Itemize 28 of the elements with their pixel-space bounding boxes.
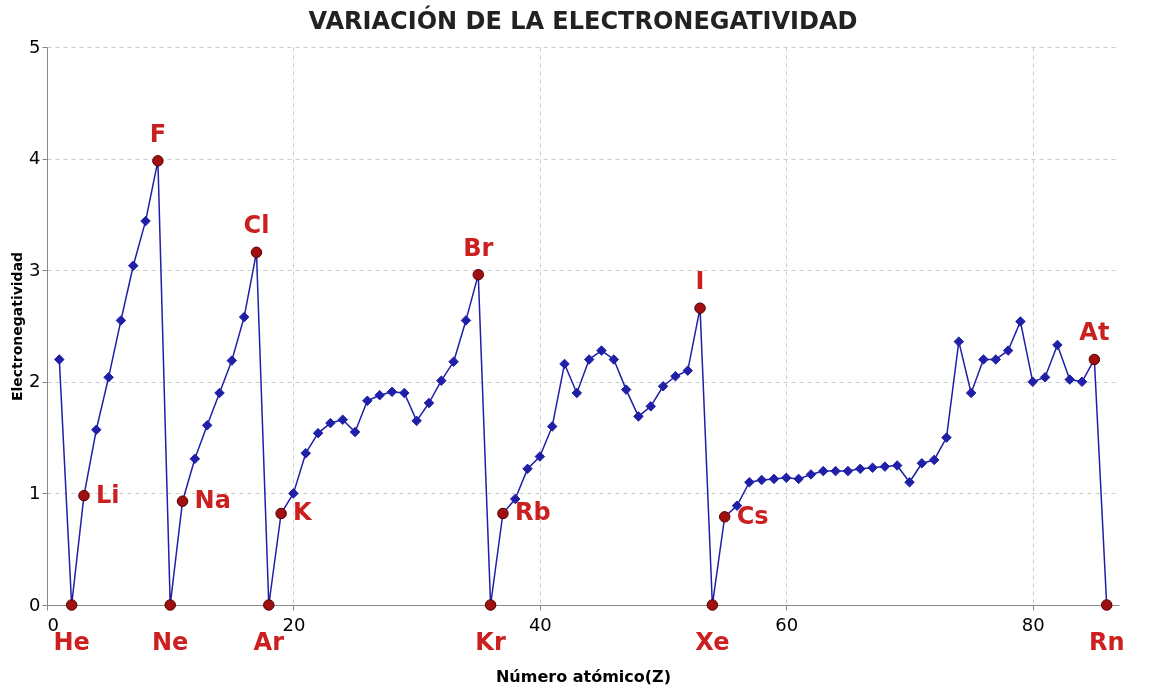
annotation: Cs	[736, 501, 769, 530]
y-tick-label: 4	[29, 147, 41, 169]
y-axis-title: Electronegatividad	[9, 251, 26, 402]
y-tick-label: 3	[29, 258, 41, 280]
y-tick-label: 1	[29, 481, 41, 503]
chart-title: VARIACIÓN DE LA ELECTRONEGATIVIDAD	[308, 5, 858, 35]
annotation: Kr	[475, 628, 506, 656]
x-axis-title: Número atómico(Z)	[495, 666, 672, 686]
annotation: Li	[95, 480, 120, 509]
x-tick-label: 60	[775, 613, 799, 635]
y-tick-label: 5	[29, 35, 41, 57]
annotation: Rn	[1088, 628, 1125, 656]
annotation: Br	[463, 233, 494, 262]
annotation: Ar	[253, 628, 285, 656]
annotation: Xe	[695, 628, 730, 656]
annotation: K	[293, 498, 314, 527]
annotation: Rb	[514, 498, 551, 527]
annotation: Cl	[243, 211, 270, 240]
y-tick-label: 2	[29, 370, 41, 392]
annotation: At	[1079, 318, 1110, 347]
annotation: Ne	[152, 628, 189, 656]
x-tick-label: 20	[282, 613, 306, 635]
x-tick-label: 80	[1021, 613, 1045, 635]
annotation: I	[695, 267, 705, 296]
x-tick-label: 40	[528, 613, 552, 635]
annotation: Na	[194, 486, 231, 515]
y-tick-label: 0	[29, 593, 41, 615]
annotation: F	[149, 119, 167, 148]
